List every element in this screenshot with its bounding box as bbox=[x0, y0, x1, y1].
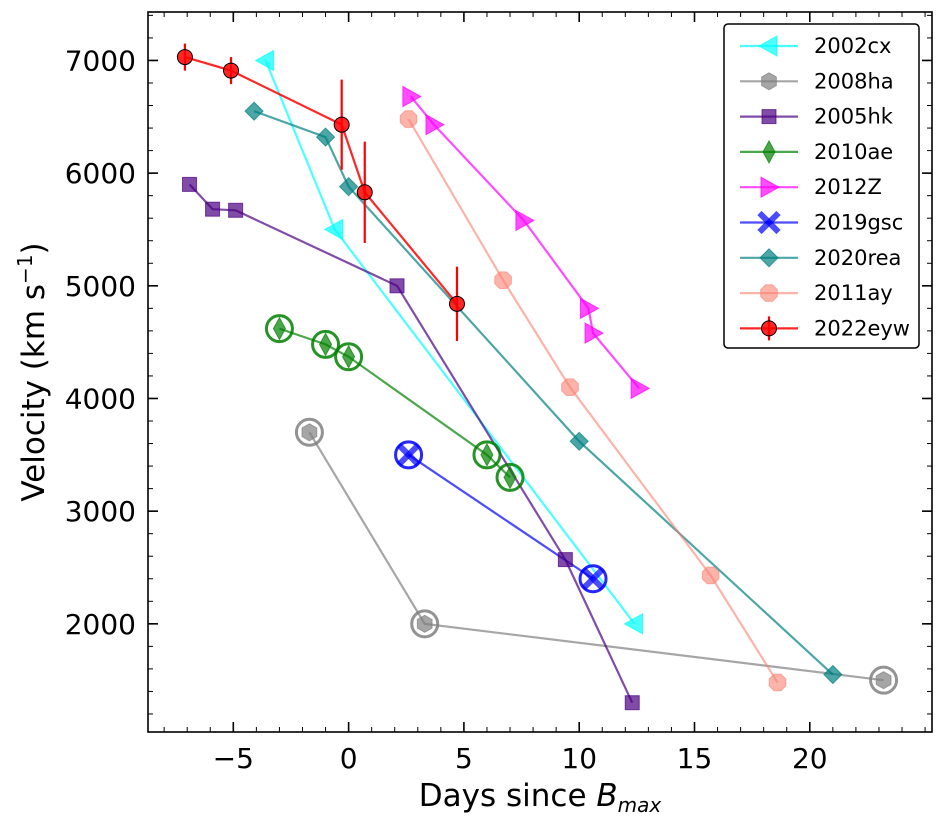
point-2008ha bbox=[875, 671, 892, 690]
point-2020rea bbox=[569, 431, 589, 452]
highlight-ring-2008ha bbox=[869, 665, 899, 695]
point-2011ay bbox=[561, 378, 579, 397]
x-tick-label: 15 bbox=[677, 742, 713, 775]
plot-frame bbox=[147, 11, 933, 733]
point-2005hk bbox=[557, 552, 573, 568]
point-2012Z bbox=[425, 113, 445, 136]
point-2020rea bbox=[315, 127, 336, 147]
point-2011ay bbox=[399, 110, 418, 128]
point-2019gsc bbox=[581, 567, 605, 591]
legend-label-2010ae: 2010ae bbox=[814, 140, 893, 164]
highlight-ring-2010ae bbox=[495, 462, 525, 492]
point-2005hk bbox=[624, 695, 640, 711]
legend-box bbox=[723, 23, 920, 349]
point-2022eyw bbox=[356, 184, 373, 201]
point-2022eyw bbox=[333, 116, 350, 133]
highlight-ring-2010ae bbox=[334, 342, 364, 372]
x-tick-label: 20 bbox=[792, 742, 828, 775]
x-tick-label: 10 bbox=[561, 742, 597, 775]
x-tick-label: 0 bbox=[340, 742, 358, 775]
point-2020rea bbox=[823, 664, 843, 685]
legend-label-2012Z: 2012Z bbox=[814, 175, 882, 199]
legend-marker-2022eyw bbox=[761, 320, 777, 337]
point-2012Z bbox=[630, 377, 651, 400]
point-2012Z bbox=[584, 322, 605, 344]
y-tick-label: 3000 bbox=[65, 495, 136, 528]
legend-label-2005hk: 2005hk bbox=[814, 105, 894, 129]
legend: 2002cx 2008ha 2005hk 2010ae 2012Z 2019gsc 2020… bbox=[723, 23, 920, 349]
highlight-ring-2010ae bbox=[311, 329, 341, 359]
highlight-ring-2010ae bbox=[264, 314, 294, 344]
point-2011ay bbox=[768, 673, 787, 692]
point-2002cx bbox=[323, 218, 344, 241]
y-tick-label: 7000 bbox=[65, 44, 136, 77]
point-2005hk bbox=[228, 202, 244, 218]
highlight-ring-2008ha bbox=[294, 417, 324, 447]
y-tick-label: 4000 bbox=[65, 382, 136, 415]
point-2011ay bbox=[494, 271, 512, 289]
point-2008ha bbox=[416, 614, 433, 633]
point-2012Z bbox=[515, 209, 535, 232]
point-2005hk bbox=[182, 176, 198, 192]
point-2002cx bbox=[623, 612, 644, 635]
legend-marker-2019gsc bbox=[757, 210, 781, 235]
x-tick-label: 5 bbox=[455, 742, 473, 775]
point-2020rea bbox=[338, 176, 359, 197]
point-2002cx bbox=[254, 49, 275, 72]
x-axis-label: Days since Bmax bbox=[419, 778, 662, 817]
point-2010ae bbox=[272, 316, 287, 341]
point-2008ha bbox=[301, 423, 318, 442]
x-tick-label: −5 bbox=[213, 742, 254, 775]
legend-marker-2012Z bbox=[760, 176, 781, 199]
axis-ticks: −5 0 5 10 15 20 2000 3000 4000 5000 6000 7000 bbox=[65, 12, 932, 775]
y-tick-label: 5000 bbox=[65, 270, 136, 303]
chart-marks-layer bbox=[176, 43, 899, 711]
point-2020rea bbox=[244, 101, 264, 121]
point-2011ay bbox=[701, 566, 720, 585]
point-2012Z bbox=[579, 297, 600, 320]
legend-marker-2020rea bbox=[759, 248, 779, 268]
highlight-ring-2019gsc bbox=[394, 440, 424, 470]
legend-label-2019gsc: 2019gsc bbox=[814, 211, 903, 235]
highlight-ring-2008ha bbox=[410, 609, 440, 639]
series-line-2012Z bbox=[410, 95, 640, 390]
legend-marker-2010ae bbox=[762, 139, 776, 164]
legend-label-2008ha: 2008ha bbox=[814, 69, 894, 93]
point-2010ae bbox=[480, 442, 494, 467]
legend-marker-2011ay bbox=[760, 284, 778, 302]
point-2022eyw bbox=[448, 295, 465, 312]
legend-marker-2002cx bbox=[757, 35, 778, 57]
highlight-ring-2010ae bbox=[472, 440, 502, 470]
point-2010ae bbox=[503, 465, 517, 490]
y-tick-label: 6000 bbox=[65, 157, 136, 190]
point-2022eyw bbox=[223, 62, 240, 79]
legend-label-2020rea: 2020rea bbox=[814, 246, 901, 270]
point-2022eyw bbox=[176, 49, 193, 66]
highlight-ring-2019gsc bbox=[578, 564, 608, 594]
point-2019gsc bbox=[396, 443, 421, 467]
legend-marker-2005hk bbox=[761, 109, 777, 125]
y-axis-label: Velocity (km s−1) bbox=[13, 242, 52, 501]
point-2005hk bbox=[205, 201, 221, 217]
point-2012Z bbox=[402, 85, 422, 108]
legend-label-2022eyw: 2022eyw bbox=[814, 316, 910, 340]
legend-marker-2008ha bbox=[761, 72, 777, 91]
point-2005hk bbox=[389, 278, 405, 294]
point-2010ae bbox=[342, 344, 356, 369]
legend-label-2002cx: 2002cx bbox=[814, 34, 891, 58]
y-tick-label: 2000 bbox=[65, 608, 136, 641]
legend-label-2011ay: 2011ay bbox=[814, 281, 893, 305]
point-2010ae bbox=[318, 332, 333, 357]
